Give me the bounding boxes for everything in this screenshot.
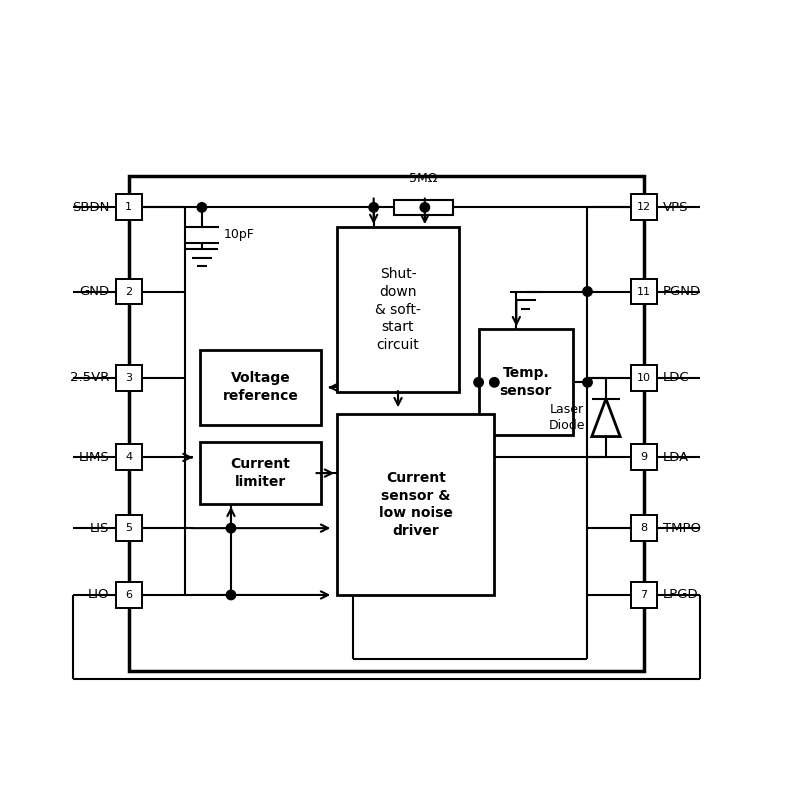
Text: 12: 12 — [637, 202, 650, 213]
Circle shape — [474, 378, 483, 387]
Text: 4: 4 — [126, 452, 132, 462]
Bar — [116, 278, 142, 305]
Text: 2: 2 — [126, 286, 132, 297]
Bar — [630, 515, 657, 541]
Bar — [478, 330, 573, 435]
Bar — [630, 365, 657, 391]
Text: LPGD: LPGD — [663, 589, 698, 602]
Bar — [630, 194, 657, 220]
Text: Shut-
down
& soft-
start
circuit: Shut- down & soft- start circuit — [375, 267, 421, 352]
Circle shape — [226, 523, 236, 533]
Text: SBDN: SBDN — [72, 201, 110, 214]
Circle shape — [490, 378, 499, 387]
Text: PGND: PGND — [663, 285, 701, 298]
Text: 11: 11 — [637, 286, 650, 297]
Text: 9: 9 — [640, 452, 647, 462]
Bar — [129, 176, 644, 671]
Bar — [116, 582, 142, 608]
Text: 6: 6 — [126, 590, 132, 600]
Text: Voltage
reference: Voltage reference — [222, 371, 298, 403]
Text: LDA: LDA — [663, 451, 690, 464]
Text: Current
limiter: Current limiter — [230, 457, 290, 489]
Circle shape — [226, 590, 236, 600]
Text: 8: 8 — [640, 523, 647, 533]
Circle shape — [582, 378, 592, 387]
Bar — [116, 445, 142, 470]
Circle shape — [369, 202, 378, 212]
Text: VPS: VPS — [663, 201, 689, 214]
Bar — [630, 582, 657, 608]
Text: 3: 3 — [126, 373, 132, 383]
Bar — [394, 199, 453, 215]
Bar — [337, 414, 494, 595]
Text: Temp.
sensor: Temp. sensor — [499, 366, 552, 398]
Circle shape — [582, 286, 592, 296]
Bar — [630, 278, 657, 305]
Text: LIMS: LIMS — [78, 451, 110, 464]
Text: 5MΩ: 5MΩ — [410, 172, 438, 186]
Bar — [630, 445, 657, 470]
Text: LIO: LIO — [88, 589, 110, 602]
Bar — [199, 442, 322, 504]
Circle shape — [420, 202, 430, 212]
Text: Laser
Diode: Laser Diode — [549, 403, 585, 432]
Text: 5: 5 — [126, 523, 132, 533]
Bar — [116, 365, 142, 391]
Bar — [116, 194, 142, 220]
Text: TMPO: TMPO — [663, 522, 701, 534]
Text: 1: 1 — [126, 202, 132, 213]
Bar — [199, 350, 322, 425]
Text: 10pF: 10pF — [224, 229, 254, 242]
Text: 10: 10 — [637, 373, 650, 383]
Bar — [337, 227, 459, 392]
Circle shape — [197, 202, 206, 212]
Text: Current
sensor &
low noise
driver: Current sensor & low noise driver — [378, 470, 453, 538]
Text: 7: 7 — [640, 590, 647, 600]
Text: LIS: LIS — [90, 522, 110, 534]
Text: GND: GND — [79, 285, 110, 298]
Text: LDC: LDC — [663, 371, 690, 385]
Text: 2.5VR: 2.5VR — [70, 371, 110, 385]
Bar — [116, 515, 142, 541]
